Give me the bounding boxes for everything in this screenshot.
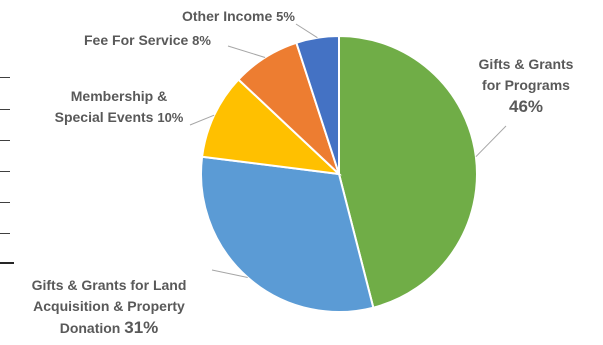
leader-line bbox=[211, 269, 248, 278]
slice-membership bbox=[200, 78, 342, 176]
slice-gifts-land bbox=[200, 155, 375, 313]
slice-label-line: Other Income bbox=[182, 8, 273, 24]
slice-percent: 31% bbox=[124, 318, 159, 337]
slice-label-gifts-programs: Gifts & Grants for Programs 46% bbox=[468, 54, 584, 117]
leader-line bbox=[295, 23, 318, 39]
edge-divider bbox=[0, 171, 10, 172]
slice-percent: 46% bbox=[508, 97, 544, 116]
slice-label-line: Special Events bbox=[54, 109, 154, 125]
edge-divider bbox=[0, 109, 10, 110]
edge-divider bbox=[0, 140, 10, 141]
leader-line bbox=[227, 45, 266, 58]
leader-line bbox=[189, 114, 215, 126]
slice-gifts-programs bbox=[338, 34, 478, 309]
slice-percent: 10% bbox=[157, 110, 184, 125]
edge-divider bbox=[0, 233, 10, 234]
slice-label-membership: Membership & Special Events 10% bbox=[44, 86, 194, 128]
slice-other-income bbox=[295, 34, 340, 175]
slice-label-other-income: Other Income 5% bbox=[182, 6, 295, 27]
slice-label-line: Donation bbox=[59, 320, 121, 336]
edge-divider bbox=[0, 77, 10, 78]
slice-label-line: Gifts & Grants for Land bbox=[31, 277, 187, 293]
slice-label-line: Fee For Service bbox=[84, 32, 189, 48]
slice-label-line: Gifts & Grants bbox=[478, 56, 574, 72]
edge-divider bbox=[0, 202, 10, 203]
slice-label-line: Acquisition & Property bbox=[33, 298, 185, 314]
leader-line bbox=[475, 125, 507, 158]
slice-label-line: for Programs bbox=[482, 77, 570, 93]
slice-label-line: Membership & bbox=[70, 88, 168, 104]
slice-label-fee-for-service: Fee For Service 8% bbox=[84, 30, 211, 51]
slice-percent: 5% bbox=[276, 9, 295, 24]
slice-label-gifts-land: Gifts & Grants for Land Acquisition & Pr… bbox=[8, 275, 210, 339]
slice-percent: 8% bbox=[192, 33, 211, 48]
edge-divider bbox=[0, 262, 14, 264]
